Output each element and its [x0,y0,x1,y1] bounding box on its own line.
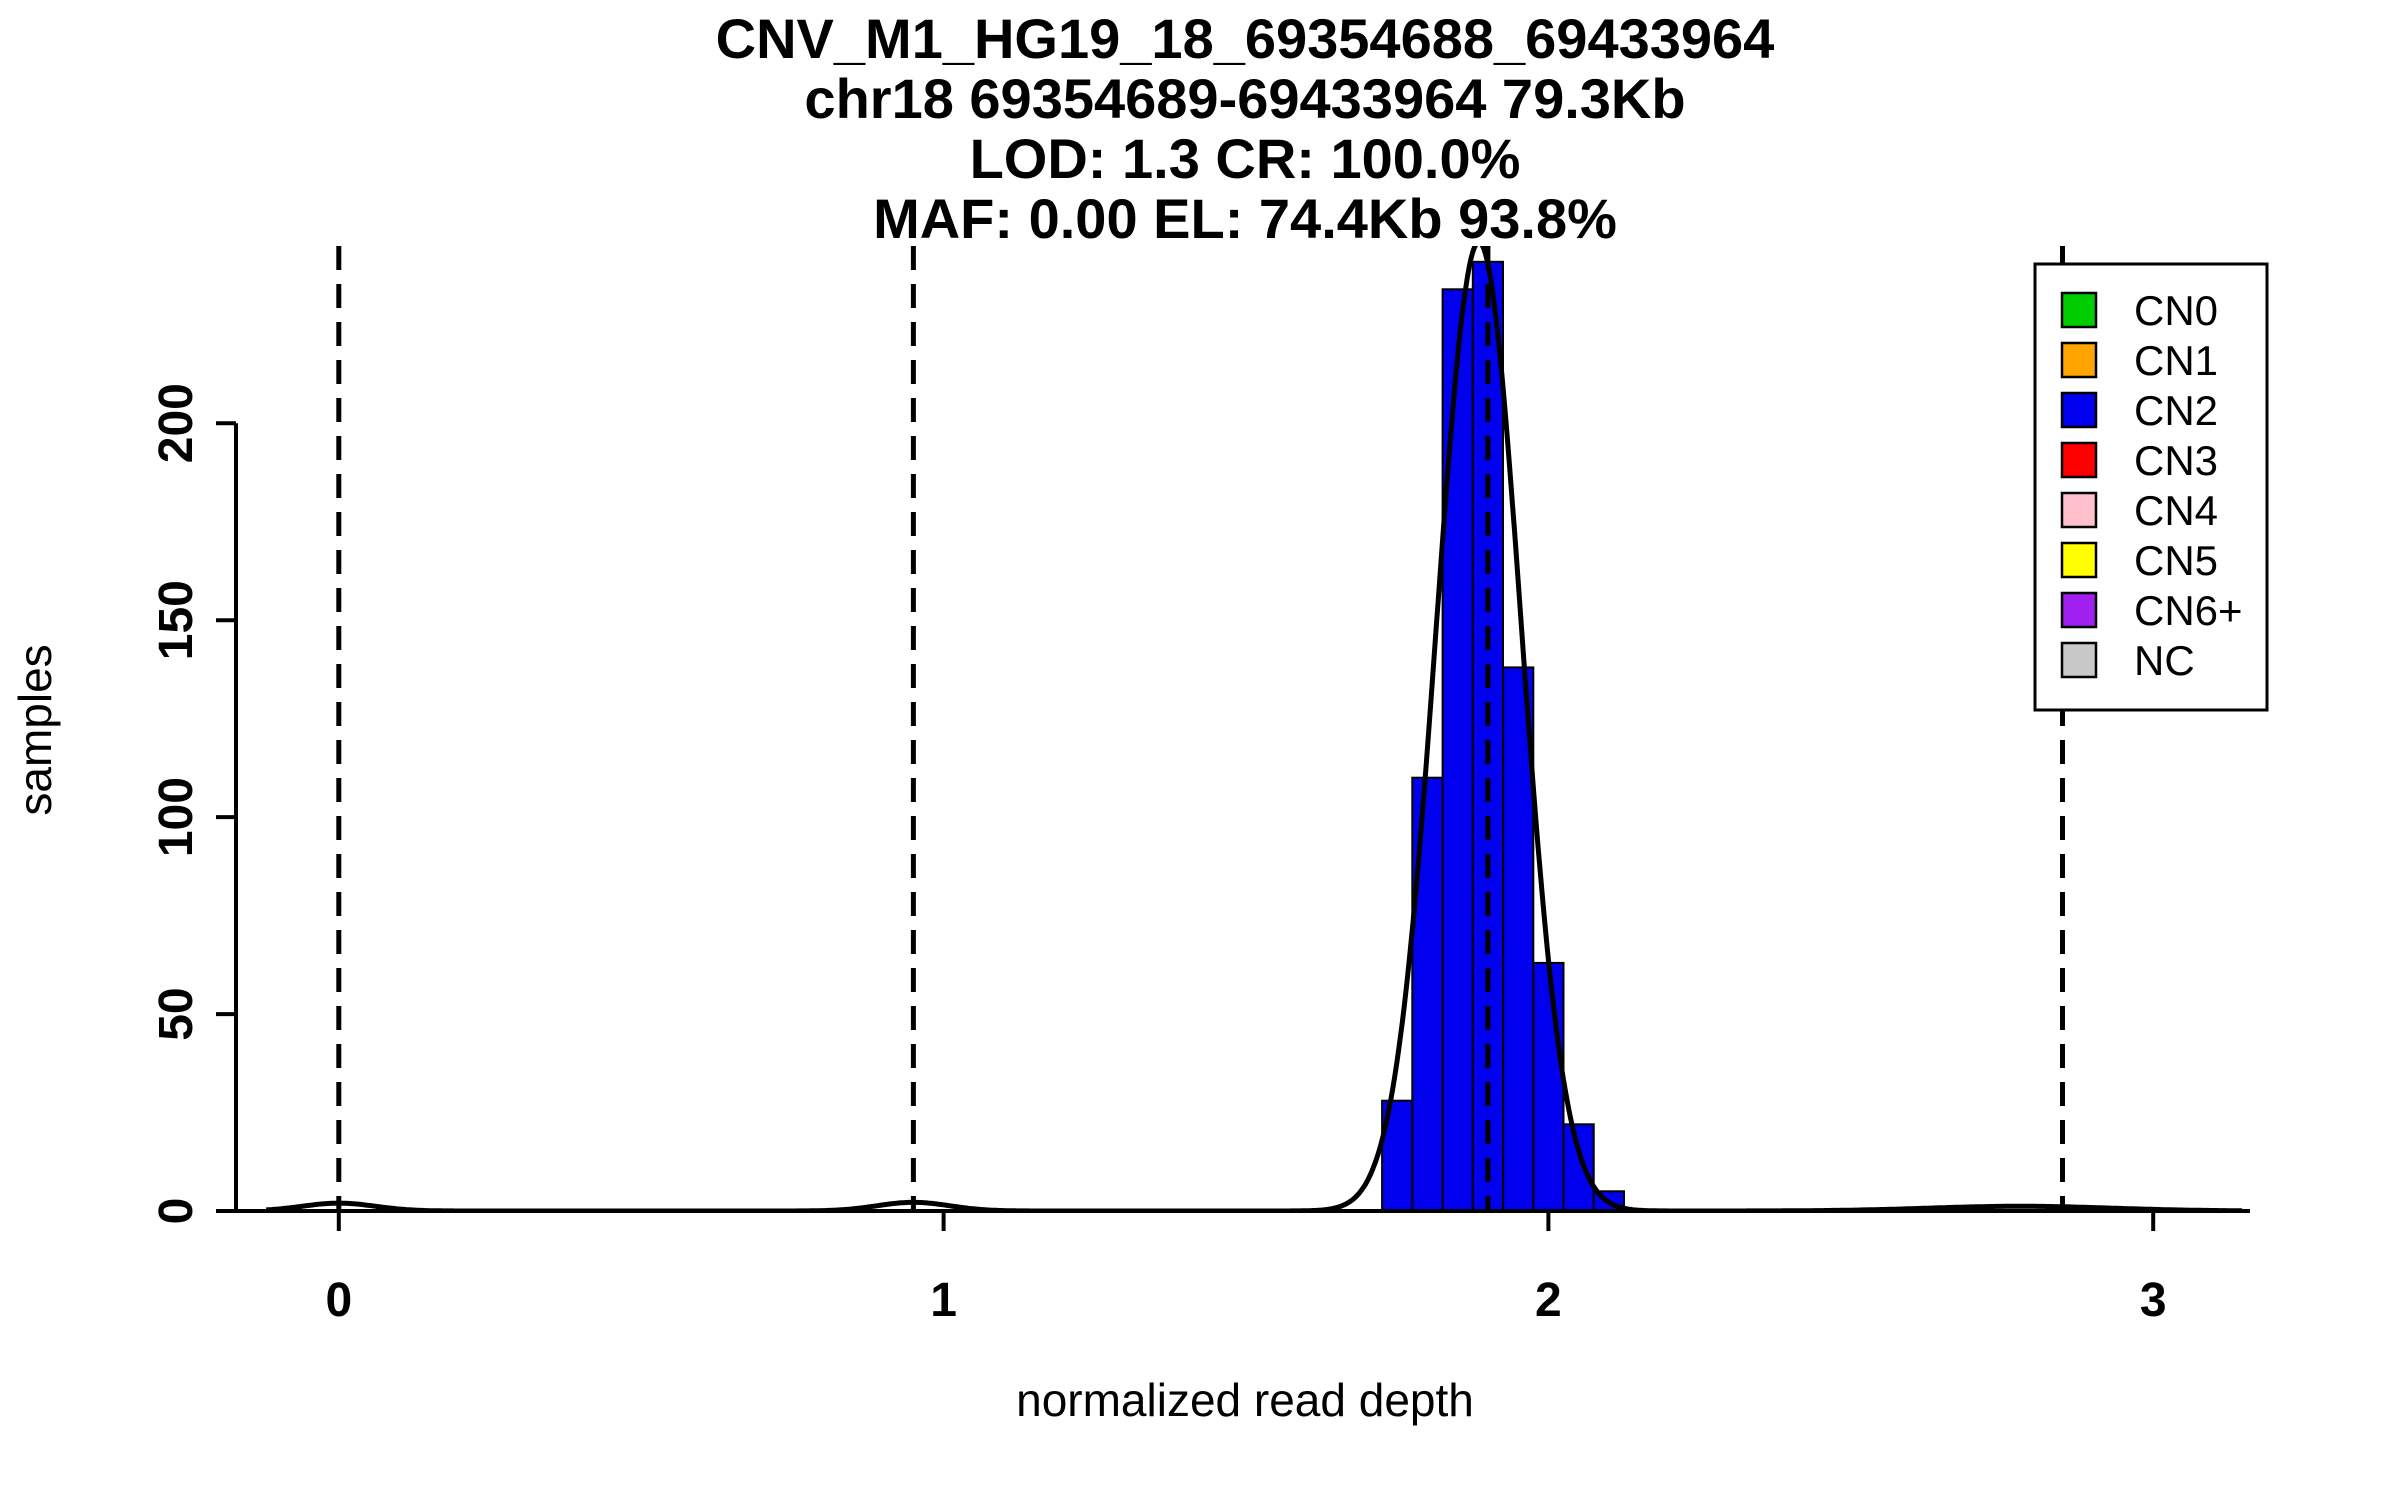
legend-swatch-cn3 [2060,441,2098,479]
copy-number-guide-lines-layer [336,246,2065,1211]
legend-item-label: CN6+ [2134,587,2243,634]
x-tick-label: 1 [930,1274,957,1327]
title-line-3: LOD: 1.3 CR: 100.0% [970,127,1521,190]
chart-title-block: CNV_M1_HG19_18_69354688_69433964 chr18 6… [716,7,1775,250]
histogram-bar [1441,288,1474,1212]
histogram-bar [1532,961,1565,1213]
title-line-4: MAF: 0.00 EL: 74.4Kb 93.8% [873,187,1617,250]
legend-swatch-cn1 [2060,341,2098,379]
legend-item-label: CN5 [2134,537,2218,584]
legend-item-label: CN0 [2134,287,2218,334]
x-tick-label: 3 [2140,1274,2167,1327]
legend-box [2033,262,2269,712]
y-tick-label: 200 [150,383,203,463]
x-tick-label: 2 [1535,1274,1562,1327]
x-tick-label: 0 [325,1274,352,1327]
legend-swatch-cn5 [2060,541,2098,579]
y-axis-title: samples [9,644,61,815]
legend-item-label: CN3 [2134,437,2218,484]
histogram-bar [1411,776,1444,1212]
legend-swatch-cn4 [2060,491,2098,529]
legend-item-label: CN4 [2134,487,2218,534]
legend-swatch-cn2 [2060,391,2098,429]
y-tick-label: 50 [150,987,203,1040]
histogram-bar [1562,1123,1595,1213]
x-axis-title: normalized read depth [1016,1374,1474,1426]
legend-item-label: CN1 [2134,337,2218,384]
axes-layer: 0 1 2 3 0 50 100 150 200 [150,383,2250,1327]
legend-swatch-nc [2060,641,2098,679]
y-tick-label: 150 [150,580,203,660]
density-curve [265,246,2243,1212]
legend-item-label: CN2 [2134,387,2218,434]
y-tick-label: 0 [150,1198,203,1225]
title-line-1: CNV_M1_HG19_18_69354688_69433964 [716,7,1775,70]
y-tick-label: 100 [150,777,203,857]
legend-item-label: NC [2134,637,2195,684]
legend-swatch-cn6plus [2060,591,2098,629]
histogram-bars-layer [1381,260,1626,1213]
legend-swatch-cn0 [2060,291,2098,329]
title-line-2: chr18 69354689-69433964 79.3Kb [804,67,1685,130]
